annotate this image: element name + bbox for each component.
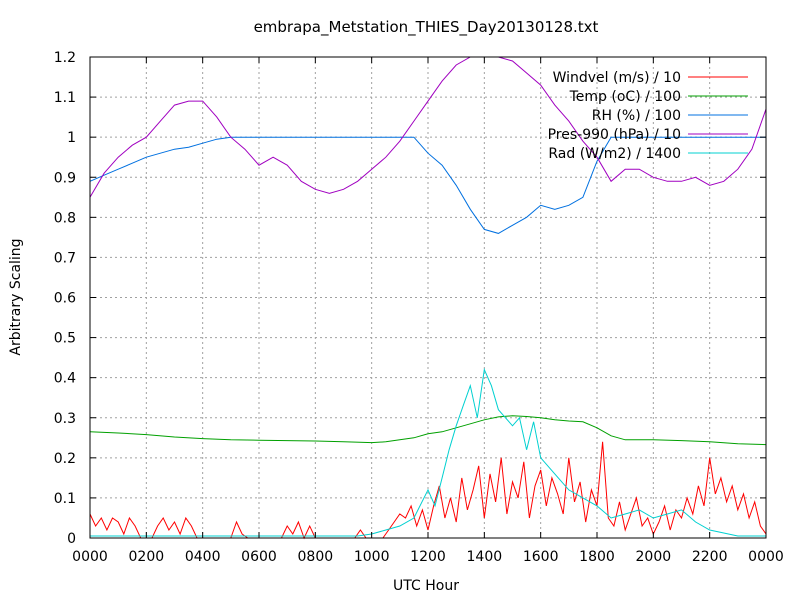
y-tick-label: 0.6	[54, 291, 76, 307]
y-tick-label: 1.1	[54, 90, 76, 106]
y-tick-label: 0.5	[54, 331, 76, 347]
x-tick-label: 1000	[354, 549, 390, 565]
x-tick-label: 0800	[298, 549, 334, 565]
x-tick-label: 0000	[748, 549, 784, 565]
legend-label: Rad (W/m2) / 1400	[548, 146, 681, 162]
y-tick-label: 0.3	[54, 411, 76, 427]
x-tick-label: 2200	[692, 549, 728, 565]
chart-title: embrapa_Metstation_THIES_Day20130128.txt	[254, 18, 599, 37]
y-tick-label: 0.1	[54, 491, 76, 507]
x-tick-label: 0000	[72, 549, 108, 565]
y-tick-label: 0.2	[54, 451, 76, 467]
y-tick-label: 0.4	[54, 371, 76, 387]
x-tick-label: 1800	[579, 549, 615, 565]
axis-ticks: 0 0.1 0.2 0.3 0.4 0.5 0.6 0.7 0.8 0.9 1 1.1 1.2 0000 0…	[54, 50, 784, 565]
legend-label: Windvel (m/s) / 10	[553, 70, 681, 86]
y-tick-label: 0	[67, 531, 76, 547]
x-tick-label: 1600	[523, 549, 559, 565]
series-line-3	[89, 136, 766, 234]
legend-label: Temp (oC) / 100	[569, 89, 681, 105]
legend-label: Pres-990 (hPa) / 10	[548, 127, 681, 143]
x-tick-label: 1400	[467, 549, 503, 565]
series-line-2	[89, 415, 767, 446]
y-tick-label: 1	[67, 130, 76, 146]
series-line-5	[90, 367, 766, 537]
x-tick-label: 0600	[241, 549, 277, 565]
y-tick-label: 0.8	[54, 210, 76, 226]
y-axis-label: Arbitrary Scaling	[8, 238, 24, 355]
y-tick-label: 0.9	[54, 170, 76, 186]
legend-label: RH (%) / 100	[592, 108, 681, 124]
x-tick-label: 0400	[185, 549, 221, 565]
x-axis-label: UTC Hour	[393, 578, 459, 594]
legend: Windvel (m/s) / 10 Temp (oC) / 100 RH (%) …	[548, 70, 748, 162]
series-line-4	[89, 56, 767, 198]
x-tick-label: 1200	[410, 549, 446, 565]
y-tick-label: 0.7	[54, 250, 76, 266]
x-tick-label: 0200	[129, 549, 165, 565]
x-tick-label: 2000	[636, 549, 672, 565]
y-tick-label: 1.2	[54, 50, 76, 66]
